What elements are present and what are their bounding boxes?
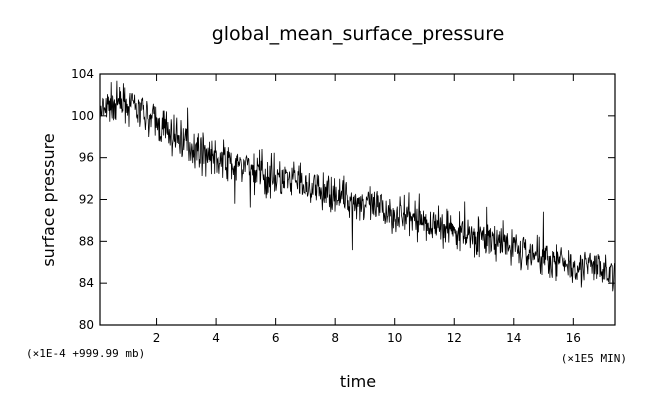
y-tick-label: 88 bbox=[79, 234, 94, 248]
y-tick-label: 80 bbox=[79, 318, 94, 332]
x-axis-label: time bbox=[340, 372, 376, 391]
y-tick-label: 84 bbox=[79, 276, 94, 290]
y-tick-label: 100 bbox=[71, 109, 94, 123]
x-tick-label: 6 bbox=[272, 331, 280, 345]
x-tick-label: 2 bbox=[153, 331, 161, 345]
x-tick-label: 8 bbox=[331, 331, 339, 345]
plot-area bbox=[99, 73, 616, 326]
chart-title: global_mean_surface_pressure bbox=[212, 23, 505, 45]
x-axis-ticks: 2 4 6 8 10 12 14 16 bbox=[153, 74, 581, 345]
x-tick-label: 4 bbox=[212, 331, 220, 345]
x-tick-label: 16 bbox=[566, 331, 581, 345]
x-tick-label: 14 bbox=[506, 331, 521, 345]
series-line bbox=[99, 80, 616, 292]
y-tick-label: 96 bbox=[79, 151, 94, 165]
y-axis-label: surface pressure bbox=[39, 133, 58, 266]
y-axis-ticks: 80 84 88 92 96 100 104 bbox=[71, 67, 615, 332]
y-tick-label: 104 bbox=[71, 67, 94, 81]
x-tick-label: 12 bbox=[447, 331, 462, 345]
x-tick-label: 10 bbox=[387, 331, 402, 345]
x-unit-label: (×1E5 MIN) bbox=[561, 352, 627, 365]
y-unit-label: (×1E-4 +999.99 mb) bbox=[26, 347, 145, 360]
y-tick-label: 92 bbox=[79, 193, 94, 207]
